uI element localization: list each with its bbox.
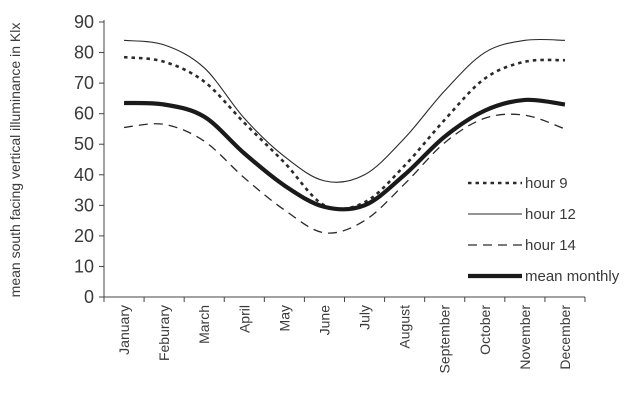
y-tick-label: 40 bbox=[74, 165, 94, 185]
legend: hour 9 hour 12 hour 14 mean monthly bbox=[468, 175, 620, 285]
x-tick-label: October bbox=[477, 305, 493, 355]
series-line-hour-12 bbox=[123, 38, 565, 183]
legend-label: hour 9 bbox=[525, 175, 568, 192]
y-tick-label: 90 bbox=[74, 12, 94, 32]
x-tick-label: July bbox=[357, 305, 373, 330]
y-tick-label: 60 bbox=[74, 104, 94, 124]
y-tick-label: 80 bbox=[74, 43, 94, 63]
y-tick-label: 0 bbox=[84, 287, 94, 307]
x-tick-label: January bbox=[116, 305, 132, 355]
legend-label: hour 12 bbox=[525, 206, 576, 223]
y-tick-label: 70 bbox=[74, 73, 94, 93]
x-tick-label: April bbox=[236, 305, 252, 333]
x-tick-label: November bbox=[517, 305, 533, 370]
y-ticks: 0 10 20 30 40 50 60 70 80 90 bbox=[74, 12, 104, 307]
y-tick-label: 30 bbox=[74, 195, 94, 215]
legend-label: mean monthly bbox=[525, 268, 620, 285]
series-line-mean-monthly bbox=[123, 97, 566, 212]
x-tick-label: Feburary bbox=[156, 305, 172, 361]
x-tick-label: May bbox=[276, 305, 292, 331]
series-line-hour-14 bbox=[123, 113, 566, 234]
x-tick-label: June bbox=[316, 305, 332, 336]
y-tick-label: 10 bbox=[74, 256, 94, 276]
axes bbox=[103, 20, 585, 298]
x-ticks: January Feburary March April May June July Augu… bbox=[103, 297, 586, 374]
legend-label: hour 14 bbox=[525, 237, 576, 254]
series-lines bbox=[123, 38, 566, 234]
x-tick-label: March bbox=[196, 305, 212, 344]
y-tick-label: 20 bbox=[74, 226, 94, 246]
x-tick-label: September bbox=[437, 305, 453, 374]
x-tick-label: December bbox=[557, 305, 573, 370]
x-tick-label: August bbox=[397, 305, 413, 349]
y-axis-label: mean south facing vertical illuminance i… bbox=[7, 23, 23, 298]
y-tick-label: 50 bbox=[74, 134, 94, 154]
